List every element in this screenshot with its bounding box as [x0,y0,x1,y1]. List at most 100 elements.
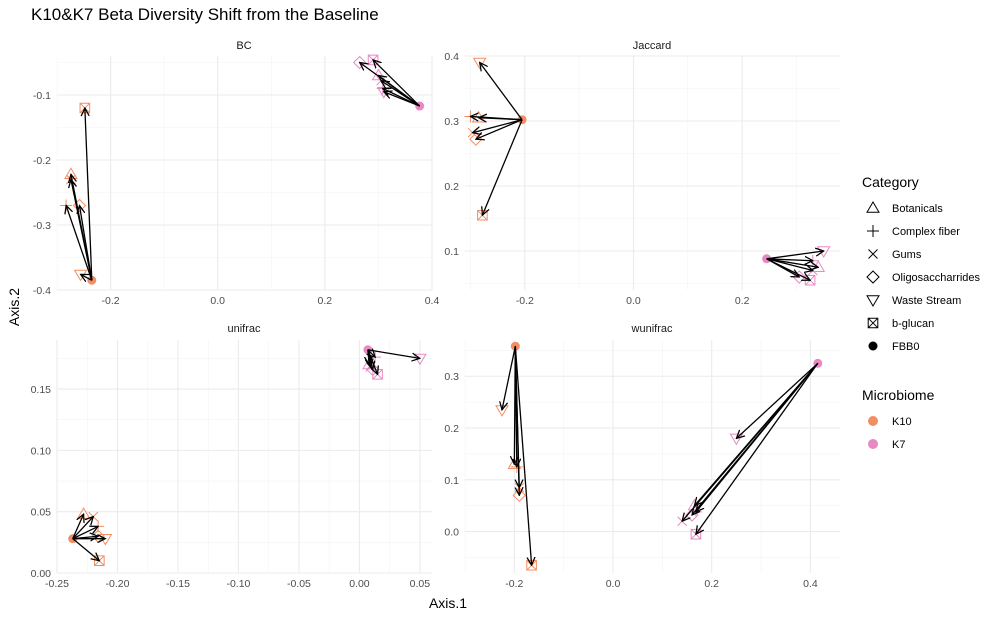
y-tick-label: 0.10 [31,445,52,457]
panel-title: wunifrac [631,323,673,335]
shift-arrow [682,362,819,521]
y-tick-label: 0.1 [444,475,459,487]
panel-title: Jaccard [633,40,672,52]
legend-item-label: K10 [892,416,912,428]
plus-icon [867,225,879,237]
shift-arrow [368,350,375,357]
shift-arrow [766,251,824,260]
panel-wunifrac: wunifrac -0.2 0.0 0.2 0.4 0.0 0.1 0.2 0.3 [444,323,840,590]
shift-arrow [482,119,523,216]
x-tick-label: -0.15 [166,578,190,590]
legend-item-k7: K7 [868,439,905,451]
shift-arrow [71,180,93,281]
y-tick-label: -0.3 [33,220,51,232]
legend-item-label: Waste Stream [892,295,961,307]
x-tick-label: -0.25 [45,578,69,590]
shift-arrow [85,108,93,281]
legend-item-label: FBB0 [892,341,920,353]
panel-jaccard: Jaccard -0.2 0.0 0.2 0.1 0.2 0.3 0.4 [444,40,840,307]
x-tick-label: 0.0 [606,578,621,590]
series-k7 [352,54,425,111]
shift-arrow [384,92,420,107]
shift-arrow [72,517,94,540]
shift-arrow [367,349,378,375]
square-cross-icon [867,317,879,329]
shift-arrow [81,274,93,280]
shift-arrow [473,119,523,133]
shift-arrow [381,81,421,107]
point-botanicals [76,507,91,519]
y-tick-label: 0.1 [444,246,459,258]
legend-microbiome-title: Microbiome [862,387,935,403]
x-tick-label: 0.2 [704,578,719,590]
panel-bc: BC -0.2 0.0 0.2 0.4 -0.4 -0.3 -0.2 -0.1 [33,40,440,307]
shift-arrow [80,206,93,281]
series-k10 [60,102,97,285]
legend: Category Botanicals Complex fiber Gums Olig… [862,174,981,451]
x-tick-label: 0.4 [803,578,818,590]
shift-arrow [72,526,98,540]
legend-item-waste-stream: Waste Stream [866,295,961,307]
panel-title: BC [236,40,251,52]
shift-arrow [72,538,100,561]
y-tick-label: 0.0 [444,527,459,539]
legend-microbiome-items: K10 K7 [868,416,912,451]
shift-arrow [736,362,819,438]
panel-title: unifrac [227,323,261,335]
shift-arrow [72,514,84,539]
grid [465,55,840,290]
y-tick-label: 0.3 [444,116,459,128]
legend-item-oligosaccharrides: Oligosaccharrides [866,270,981,284]
x-tick-label: -0.2 [102,295,120,307]
y-tick-label: -0.1 [33,90,51,102]
shift-arrow [373,60,421,107]
y-tick-label: 0.2 [444,423,459,435]
legend-category-items: Botanicals Complex fiber Gums Oligosaccharr… [866,201,981,353]
x-tick-label: -0.10 [226,578,250,590]
color-dot-icon [868,439,878,449]
point-waste-stream [73,269,88,282]
shift-arrow [476,119,523,140]
legend-item-botanicals: Botanicals [866,201,943,215]
x-tick-label: 0.0 [626,295,641,307]
grid [464,340,840,573]
series-k10 [464,57,527,221]
grid [56,340,432,574]
series-k7 [762,246,831,286]
shift-arrow [696,362,819,534]
y-axis-label: Axis.2 [6,288,22,326]
x-tick-label: 0.2 [318,295,333,307]
panel-unifrac: unifrac -0.25 -0.20 -0.15 -0.10 -0.05 0.00 0.05… [31,323,432,590]
y-tick-label: 0.4 [444,51,459,63]
shift-arrow [66,206,93,281]
point-waste-stream [729,433,744,446]
x-axis-label: Axis.1 [429,595,467,611]
legend-item-label: Gums [892,249,922,261]
shift-arrow [515,346,519,495]
x-tick-label: -0.05 [287,578,311,590]
x-tick-label: -0.2 [516,295,534,307]
y-tick-label: -0.2 [33,155,51,167]
chart-title: K10&K7 Beta Diversity Shift from the Bas… [31,5,379,24]
shift-arrow [502,346,516,410]
shift-arrow [367,349,420,359]
x-tick-label: 0.4 [425,295,440,307]
shift-arrow [514,346,531,565]
y-tick-label: 0.00 [31,568,52,580]
shift-arrow [479,118,523,120]
legend-item-complex-fiber: Complex fiber [867,225,960,238]
series-k10 [495,341,537,571]
series-k7 [362,345,427,380]
series-k10 [68,507,113,567]
x-tick-label: 0.0 [210,295,225,307]
legend-item-label: Botanicals [892,203,943,215]
legend-item-b-glucan: b-glucan [867,317,934,330]
filled-circle-icon [868,341,878,351]
legend-category-title: Category [862,174,919,190]
y-tick-label: 0.05 [31,507,52,519]
shift-arrow [480,63,523,121]
y-tick-label: 0.2 [444,181,459,193]
series-k7 [677,358,823,540]
legend-item-fbb0: FBB0 [868,341,920,353]
